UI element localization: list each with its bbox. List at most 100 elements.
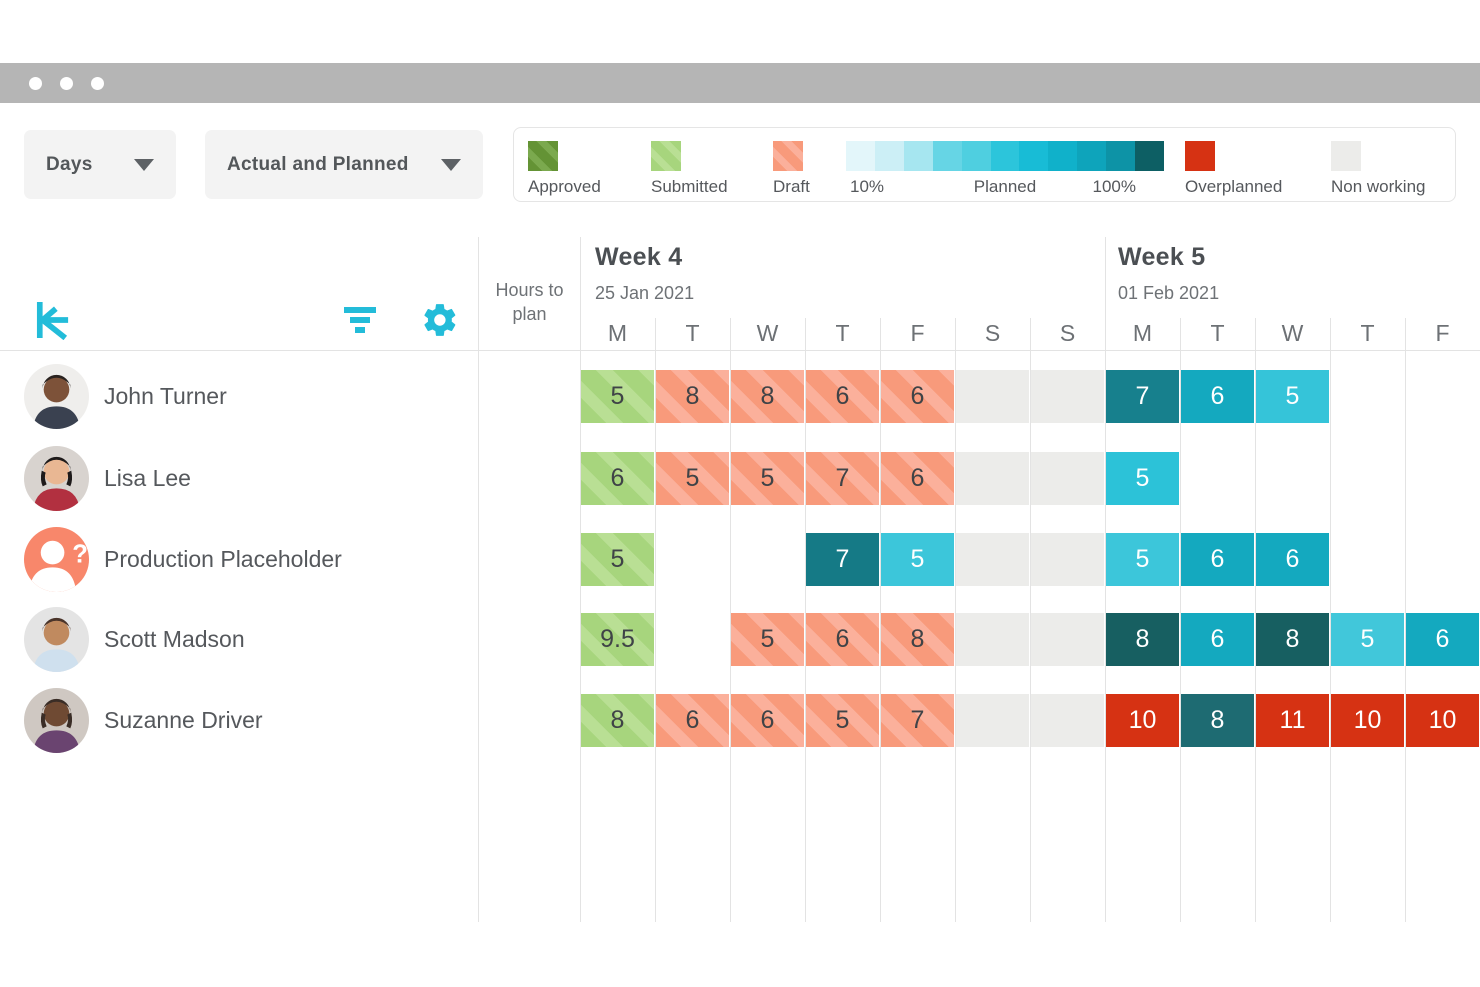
schedule-cell[interactable]: 5 [731,452,804,505]
gradient-segment [874,141,904,171]
day-header: T [685,320,700,346]
schedule-cell[interactable]: 8 [1256,613,1329,666]
chevron-down-icon [134,158,154,171]
legend-planned-gradient: 10% Planned 100% [846,141,1164,197]
app-logo[interactable] [36,300,70,341]
mode-dropdown-label: Actual and Planned [227,153,409,175]
schedule-cell[interactable]: 6 [731,694,804,747]
window-control-dot[interactable] [29,76,42,90]
gradient-end-label: 100% [1092,177,1136,196]
schedule-cell[interactable]: 5 [1106,452,1179,505]
gradient-segment [1135,141,1164,171]
schedule-cell[interactable]: 5 [1256,370,1329,423]
resource-name[interactable]: Lisa Lee [104,465,191,491]
schedule-cell[interactable]: 5 [731,613,804,666]
schedule-cell[interactable]: 6 [806,613,879,666]
week-5-title: Week 5 [1118,243,1206,271]
planned-gradient-bar [846,141,1164,171]
schedule-cell[interactable]: 6 [581,452,654,505]
browser-bar [0,63,1480,103]
schedule-cell [956,694,1029,747]
schedule-cell[interactable]: 6 [1406,613,1479,666]
schedule-cell[interactable]: 9.5 [581,613,654,666]
schedule-cell[interactable]: 5 [1106,533,1179,586]
gradient-segment [903,141,933,171]
day-header: S [1059,320,1076,346]
window-control-dot[interactable] [91,76,104,90]
timescale-dropdown[interactable]: Days [24,130,176,199]
gear-icon[interactable] [421,301,459,339]
schedule-cell [1031,613,1104,666]
kelloo-arrow-logo [36,302,69,341]
schedule-cell [956,370,1029,423]
schedule-cell[interactable]: 8 [1106,613,1179,666]
schedule-cell[interactable]: 10 [1406,694,1479,747]
schedule-cell[interactable]: 5 [806,694,879,747]
schedule-cell[interactable]: 11 [1256,694,1329,747]
resource-name[interactable]: Scott Madson [104,626,245,652]
schedule-cell[interactable]: 6 [881,452,954,505]
schedule-cell[interactable]: 5 [881,533,954,586]
resource-name[interactable]: John Turner [104,383,227,409]
schedule-cell[interactable]: 6 [1181,370,1254,423]
grid-line [1030,318,1031,922]
avatar [23,687,90,754]
gradient-mid-label: Planned [973,177,1037,196]
nonworking-swatch [1331,141,1361,171]
overplanned-swatch [1185,141,1215,171]
schedule-cell[interactable]: 8 [1181,694,1254,747]
schedule-cell[interactable]: 6 [881,370,954,423]
schedule-cell [1031,452,1104,505]
week-5-date: 01 Feb 2021 [1118,283,1220,303]
nonworking-label: Non working [1331,177,1426,196]
schedule-cell[interactable]: 6 [1181,613,1254,666]
schedule-cell[interactable]: 8 [731,370,804,423]
profile-photo [23,445,90,512]
schedule-cell[interactable]: 7 [881,694,954,747]
window-control-dot[interactable] [60,76,73,90]
gradient-segment [932,141,962,171]
grid-line [1255,318,1256,922]
schedule-cell[interactable]: 5 [656,452,729,505]
schedule-cell[interactable]: 7 [806,452,879,505]
avatar [23,606,90,673]
hours-to-plan-header: Hours to plan [495,280,564,324]
chevron-down-icon [441,158,461,171]
filter-icon[interactable] [343,305,377,335]
gradient-segment [961,141,991,171]
schedule-cell[interactable]: 6 [1181,533,1254,586]
day-header: T [1210,320,1225,346]
approved-label: Approved [528,177,601,196]
schedule-cell[interactable]: 10 [1106,694,1179,747]
grid-line [880,318,881,922]
schedule-cell [1031,694,1104,747]
profile-photo [23,687,90,754]
schedule-cell[interactable]: 6 [1256,533,1329,586]
draft-label: Draft [773,177,810,196]
avatar [23,363,90,430]
profile-photo [23,606,90,673]
resource-name[interactable]: Production Placeholder [104,546,342,572]
header-separator-line [0,350,1480,351]
schedule-cell[interactable]: 5 [581,370,654,423]
day-header: M [1132,320,1153,346]
schedule-cell[interactable]: 8 [656,370,729,423]
schedule-cell[interactable]: 5 [1331,613,1404,666]
schedule-cell [956,533,1029,586]
grid-line [1180,318,1181,922]
legend-draft: Draft [773,141,810,197]
schedule-cell[interactable]: 5 [581,533,654,586]
schedule-cell[interactable]: 8 [581,694,654,747]
week-4-title: Week 4 [595,243,683,271]
avatar: ? [23,526,90,593]
schedule-cell[interactable]: 7 [806,533,879,586]
legend-submitted: Submitted [651,141,728,197]
schedule-cell[interactable]: 7 [1106,370,1179,423]
schedule-cell[interactable]: 6 [806,370,879,423]
mode-dropdown[interactable]: Actual and Planned [205,130,483,199]
schedule-cell[interactable]: 8 [881,613,954,666]
grid-line [1405,318,1406,922]
resource-name[interactable]: Suzanne Driver [104,707,263,733]
schedule-cell[interactable]: 10 [1331,694,1404,747]
schedule-cell[interactable]: 6 [656,694,729,747]
